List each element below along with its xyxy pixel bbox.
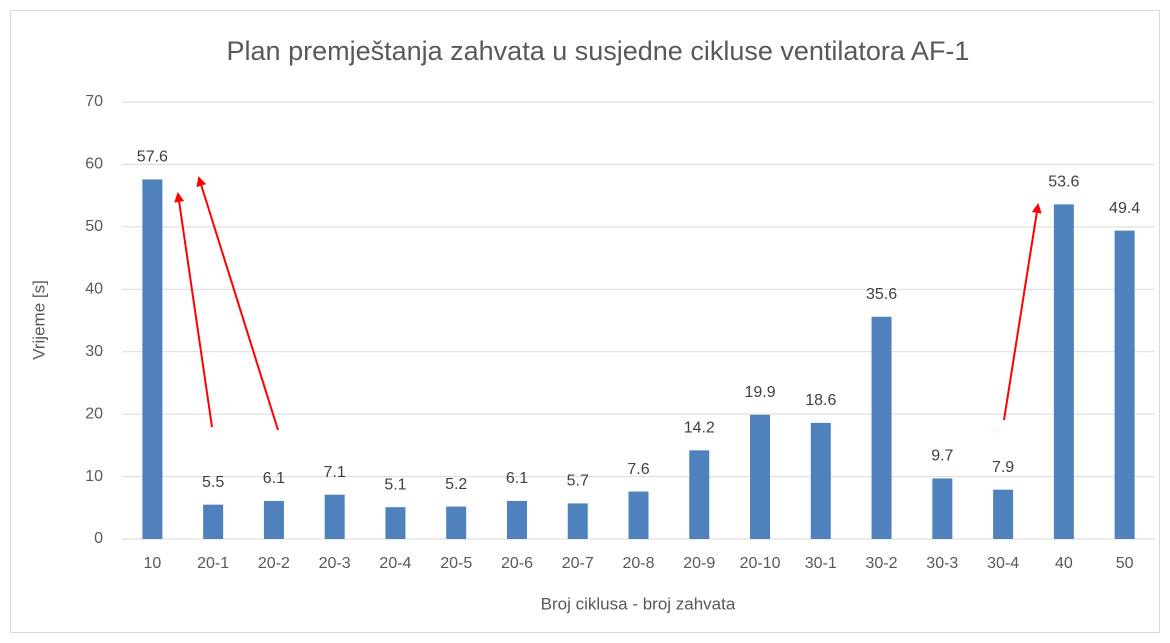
- x-tick-label: 30-1: [805, 555, 837, 572]
- bar: [750, 414, 771, 539]
- x-tick-label: 20-1: [197, 555, 229, 572]
- y-tick-label: 20: [85, 405, 103, 422]
- chart-title: Plan premještanja zahvata u susjedne cik…: [227, 36, 970, 66]
- bar: [1114, 230, 1135, 540]
- y-tick-label: 10: [85, 468, 103, 485]
- bar: [203, 504, 224, 539]
- y-tick-label: 0: [94, 530, 103, 547]
- bar: [1053, 204, 1074, 539]
- value-label: 5.1: [384, 476, 406, 493]
- bar: [263, 500, 284, 539]
- y-tick-label: 70: [85, 93, 103, 110]
- bar: [993, 489, 1014, 539]
- bar: [446, 506, 467, 539]
- value-label: 18.6: [805, 392, 836, 409]
- y-tick-label: 30: [85, 343, 103, 360]
- y-tick-label: 60: [85, 156, 103, 173]
- value-label: 5.5: [202, 474, 224, 491]
- x-tick-label: 20-3: [319, 555, 351, 572]
- x-tick-label: 20-7: [562, 555, 594, 572]
- bar: [810, 422, 831, 539]
- bar: [385, 507, 406, 539]
- value-label: 6.1: [263, 470, 285, 487]
- x-tick-label: 10: [143, 555, 161, 572]
- value-label: 14.2: [684, 420, 715, 437]
- x-tick-label: 20-2: [258, 555, 290, 572]
- value-label: 7.1: [324, 464, 346, 481]
- bar: [689, 450, 710, 539]
- bar: [628, 491, 649, 539]
- x-tick-label: 20-9: [683, 555, 715, 572]
- bar: [142, 179, 163, 539]
- value-label: 5.7: [567, 473, 589, 490]
- bar: [506, 500, 527, 539]
- x-tick-label: 30-3: [926, 555, 958, 572]
- value-label: 7.9: [992, 459, 1014, 476]
- y-tick-label: 50: [85, 218, 103, 235]
- y-axis-title: Vrijeme [s]: [29, 280, 48, 360]
- arrow: [174, 192, 213, 428]
- x-tick-label: 40: [1055, 555, 1073, 572]
- x-tick-label: 20-5: [440, 555, 472, 572]
- x-tick-label: 20-10: [740, 555, 781, 572]
- x-tick-label: 20-8: [622, 555, 654, 572]
- value-label: 9.7: [931, 448, 953, 465]
- value-label: 49.4: [1109, 200, 1140, 217]
- value-label: 19.9: [744, 384, 775, 401]
- value-label: 53.6: [1048, 174, 1079, 191]
- plot: 0 10 20 30 40 50 60 70 10 57.6 20-1 5.5 20-2 6.1 20-3 7…: [85, 93, 1155, 572]
- x-tick-label: 50: [1116, 555, 1134, 572]
- bar: [324, 494, 345, 539]
- x-tick-label: 20-4: [379, 555, 411, 572]
- arrow: [1003, 203, 1042, 421]
- value-label: 35.6: [866, 286, 897, 303]
- x-axis-title: Broj ciklusa - broj zahvata: [541, 594, 736, 613]
- arrow: [196, 176, 279, 431]
- x-tick-label: 30-4: [987, 555, 1019, 572]
- value-label: 6.1: [506, 470, 528, 487]
- value-label: 7.6: [627, 461, 649, 478]
- bar: [871, 316, 892, 539]
- value-label: 5.2: [445, 476, 467, 493]
- value-label: 57.6: [137, 149, 168, 166]
- bar: [567, 503, 588, 539]
- bar: [932, 478, 953, 539]
- x-tick-label: 20-6: [501, 555, 533, 572]
- x-tick-label: 30-2: [866, 555, 898, 572]
- y-tick-label: 40: [85, 281, 103, 298]
- annotations: [174, 176, 1042, 431]
